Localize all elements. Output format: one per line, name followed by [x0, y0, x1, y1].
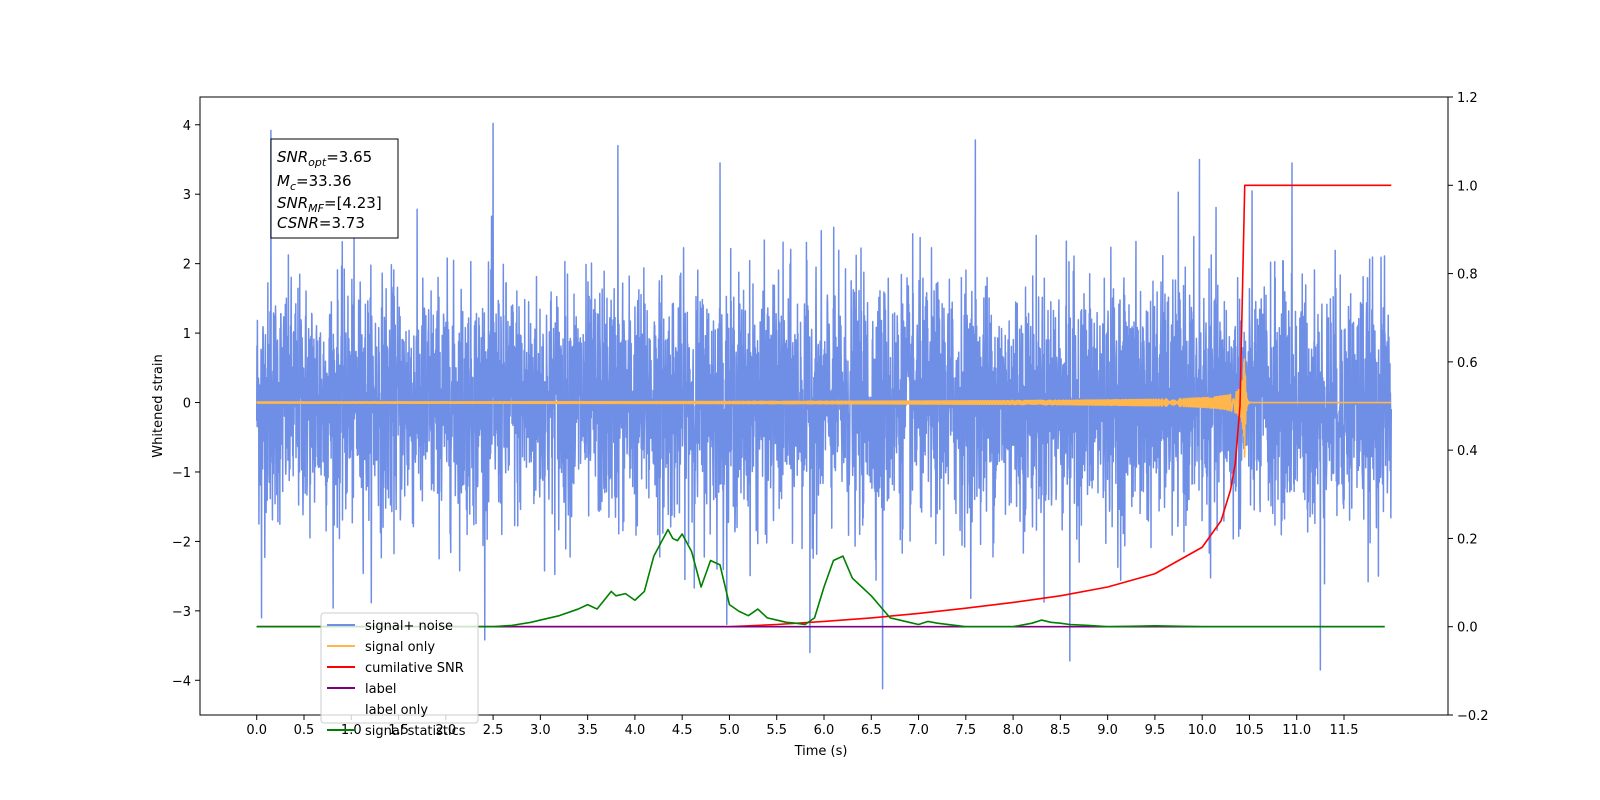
legend-label: label: [365, 682, 396, 697]
legend-label: signal only: [365, 640, 435, 655]
legend-frame: [320, 612, 479, 724]
y-right-tick-label: 0.4: [1457, 444, 1478, 459]
y-right-tick-label: 1.0: [1457, 179, 1478, 194]
x-tick-label: 5.5: [766, 723, 787, 738]
x-tick-label: 0.0: [246, 723, 267, 738]
x-tick-label: 9.0: [1097, 723, 1118, 738]
x-tick-label: 6.0: [814, 723, 835, 738]
x-tick-label: 3.0: [530, 723, 551, 738]
x-axis-label: Time (s): [794, 744, 848, 759]
x-tick-label: 10.5: [1235, 723, 1264, 738]
y-right-tick-label: 0.0: [1457, 621, 1478, 636]
y-left-tick-label: −2: [172, 535, 191, 550]
x-tick-label: 8.0: [1003, 723, 1024, 738]
x-tick-label: 11.0: [1282, 723, 1311, 738]
series-layer: [255, 122, 1393, 690]
y-left-tick-label: −3: [172, 605, 191, 620]
stat-snr-mf: SNRMF=[4.23]: [277, 194, 382, 215]
series-line-signal-statistics: [256, 528, 1385, 628]
y-left-tick-label: 0: [183, 397, 191, 412]
series-line-signal-noise: [255, 122, 1393, 690]
y-left-tick-label: 3: [183, 188, 191, 203]
series-line-signal-only: [255, 358, 1392, 458]
y-left-tick-label: 4: [183, 119, 191, 134]
y-right-tick-label: 0.6: [1457, 356, 1478, 371]
stat-snr-opt: SNRopt=3.65: [277, 148, 372, 169]
x-tick-label: 6.5: [861, 723, 882, 738]
y-left-tick-label: 1: [183, 327, 191, 342]
x-axis: 0.0 0.5 1.0 1.5 2.0 2.5 3.0 3.5 4.0 4.5 5.0 5.5 6.0 6…: [246, 715, 1358, 738]
x-tick-label: 3.5: [577, 723, 598, 738]
stat-mc: Mc=33.36: [277, 172, 352, 193]
x-tick-label: 8.5: [1050, 723, 1071, 738]
x-tick-label: 7.0: [908, 723, 929, 738]
x-tick-label: 10.0: [1188, 723, 1217, 738]
stats-box-frame: [270, 138, 399, 239]
legend-label: signal+ noise: [365, 619, 453, 634]
x-tick-label: 11.5: [1330, 723, 1359, 738]
stat-csnr: CSNR=3.73: [277, 214, 365, 232]
y-left-tick-label: −1: [172, 466, 191, 481]
y-right-axis: −0.2 0.0 0.2 0.4 0.6 0.8 1.0 1.2: [1448, 91, 1489, 724]
legend-label: cumilative SNR: [365, 661, 464, 676]
x-tick-label: 7.5: [955, 723, 976, 738]
y-right-tick-label: 1.2: [1457, 91, 1478, 106]
y-left-axis: −4 −3 −2 −1 0 1 2 3 4: [172, 119, 200, 689]
x-tick-label: 9.5: [1145, 723, 1166, 738]
x-tick-label: 2.5: [483, 723, 504, 738]
x-tick-label: 5.0: [719, 723, 740, 738]
x-tick-label: 4.5: [672, 723, 693, 738]
y-right-tick-label: −0.2: [1457, 709, 1489, 724]
x-tick-label: 4.0: [625, 723, 646, 738]
x-tick-label: 2.0: [435, 723, 456, 738]
legend-label: signal statistics: [365, 724, 466, 739]
y-right-tick-label: 0.8: [1457, 268, 1478, 283]
y-axis-label: Whitened strain: [151, 354, 166, 457]
stats-box: SNRopt=3.65 Mc=33.36 SNRMF=[4.23] CSNR=3…: [270, 138, 399, 239]
x-tick-label: 0.5: [294, 723, 315, 738]
x-tick-label: 1.5: [388, 723, 409, 738]
legend: signal+ noise signal only cumilative SNR la…: [320, 612, 479, 739]
legend-label: label only: [365, 703, 428, 718]
y-right-tick-label: 0.2: [1457, 532, 1478, 547]
series-line-cumilative-snr: [256, 184, 1392, 628]
y-left-tick-label: 2: [183, 258, 191, 273]
y-left-tick-label: −4: [172, 674, 191, 689]
